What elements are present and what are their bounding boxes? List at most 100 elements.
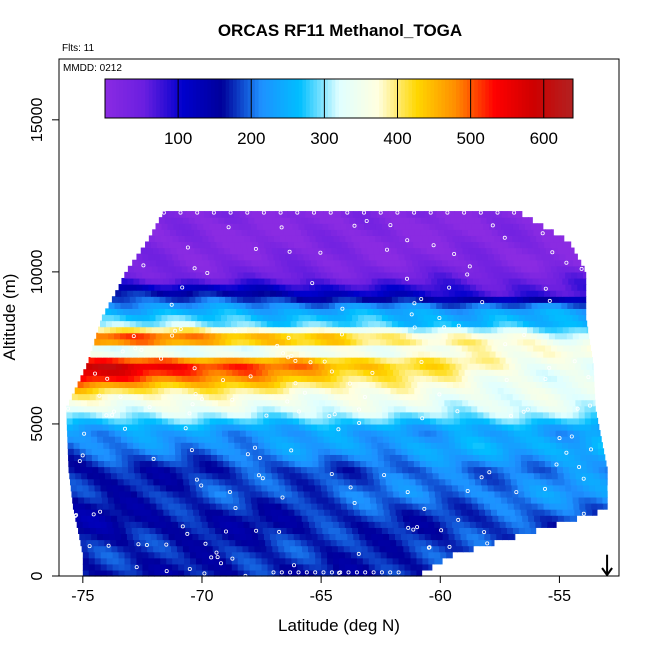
heatmap-cell <box>399 527 407 535</box>
heatmap-cell <box>249 357 256 364</box>
heatmap-cell <box>430 302 437 309</box>
heatmap-cell <box>259 247 267 255</box>
heatmap-cell <box>231 563 239 571</box>
heatmap-cell <box>385 296 393 303</box>
heatmap-cell <box>428 369 436 376</box>
heatmap-cell <box>257 533 265 541</box>
heatmap-cell <box>260 217 267 224</box>
heatmap-cell <box>157 326 165 334</box>
heatmap-cell <box>383 277 391 285</box>
heatmap-cell <box>293 241 301 249</box>
heatmap-cell <box>186 436 194 443</box>
heatmap-cell <box>323 533 331 541</box>
heatmap-cell <box>383 241 390 249</box>
heatmap-cell <box>131 393 138 401</box>
heatmap-cell <box>568 448 575 455</box>
heatmap-cell <box>163 265 171 273</box>
heatmap-cell <box>348 509 355 516</box>
heatmap-cell <box>423 405 431 413</box>
heatmap-cell <box>303 271 310 279</box>
heatmap-cell <box>392 557 400 565</box>
heatmap-cell <box>369 490 376 498</box>
heatmap-cell <box>299 503 306 510</box>
heatmap-cell <box>307 308 315 316</box>
heatmap-cell <box>537 423 545 431</box>
heatmap-cell <box>537 430 545 437</box>
heatmap-cell <box>288 460 296 468</box>
heatmap-cell <box>142 521 149 528</box>
heatmap-cell <box>413 363 421 370</box>
heatmap-cell <box>385 545 393 553</box>
heatmap-cell <box>409 308 416 316</box>
heatmap-cell <box>522 296 530 303</box>
heatmap-cell <box>292 393 299 401</box>
heatmap-cell <box>137 393 144 401</box>
heatmap-cell <box>120 411 127 419</box>
heatmap-cell <box>265 466 272 474</box>
heatmap-cell <box>428 284 435 291</box>
heatmap-cell <box>80 466 88 474</box>
heatmap-cell <box>315 490 323 498</box>
heatmap-cell <box>509 375 516 382</box>
heatmap-cell <box>469 271 477 279</box>
heatmap-cell <box>204 533 211 541</box>
heatmap-cell <box>477 411 485 419</box>
heatmap-cell <box>327 551 334 559</box>
heatmap-cell <box>304 405 312 413</box>
heatmap-cell <box>113 490 120 498</box>
heatmap-cell <box>252 509 260 516</box>
heatmap-cell <box>355 545 363 553</box>
heatmap-cell <box>542 235 549 243</box>
heatmap-cell <box>298 314 306 322</box>
heatmap-cell <box>406 259 413 267</box>
heatmap-cell <box>125 369 132 376</box>
heatmap-cell <box>395 265 403 273</box>
heatmap-cell <box>316 332 324 340</box>
heatmap-cell <box>458 253 465 261</box>
heatmap-cell <box>166 369 174 376</box>
heatmap-cell <box>237 357 245 364</box>
heatmap-cell <box>110 460 117 468</box>
sample-point <box>215 555 220 560</box>
heatmap-cell <box>109 442 116 449</box>
heatmap-cell <box>221 350 229 358</box>
heatmap-cell <box>153 296 161 303</box>
heatmap-cell <box>557 387 564 395</box>
heatmap-cell <box>341 442 349 449</box>
heatmap-cell <box>140 539 147 547</box>
heatmap-cell <box>191 393 198 401</box>
heatmap-cell <box>529 271 536 279</box>
heatmap-cell <box>201 320 208 328</box>
heatmap-cell <box>297 484 304 492</box>
heatmap-cell <box>201 557 209 565</box>
heatmap-cell <box>470 369 478 376</box>
heatmap-cell <box>481 478 488 486</box>
heatmap-cell <box>171 320 179 328</box>
heatmap-cell <box>111 308 118 316</box>
heatmap-cell <box>136 551 144 559</box>
heatmap-cell <box>482 490 490 498</box>
heatmap-cell <box>389 436 396 443</box>
heatmap-cell <box>130 569 138 577</box>
heatmap-cell <box>352 503 360 510</box>
heatmap-cell <box>473 326 480 334</box>
heatmap-cell <box>416 484 423 492</box>
heatmap-cell <box>535 271 542 279</box>
heatmap-cell <box>371 290 378 297</box>
heatmap-cell <box>559 484 566 492</box>
heatmap-cell <box>414 229 421 236</box>
heatmap-cell <box>167 314 174 322</box>
heatmap-cell <box>93 472 100 480</box>
heatmap-cell <box>490 436 497 443</box>
heatmap-cell <box>385 472 392 480</box>
heatmap-cell <box>186 430 193 437</box>
heatmap-cell <box>169 277 176 285</box>
heatmap-cell <box>394 259 401 267</box>
heatmap-cell <box>323 436 331 443</box>
heatmap-cell <box>105 478 113 486</box>
heatmap-cell <box>338 484 346 492</box>
heatmap-cell <box>119 527 127 535</box>
heatmap-cell <box>210 442 218 449</box>
heatmap-cell <box>281 430 289 437</box>
heatmap-cell <box>184 284 191 291</box>
